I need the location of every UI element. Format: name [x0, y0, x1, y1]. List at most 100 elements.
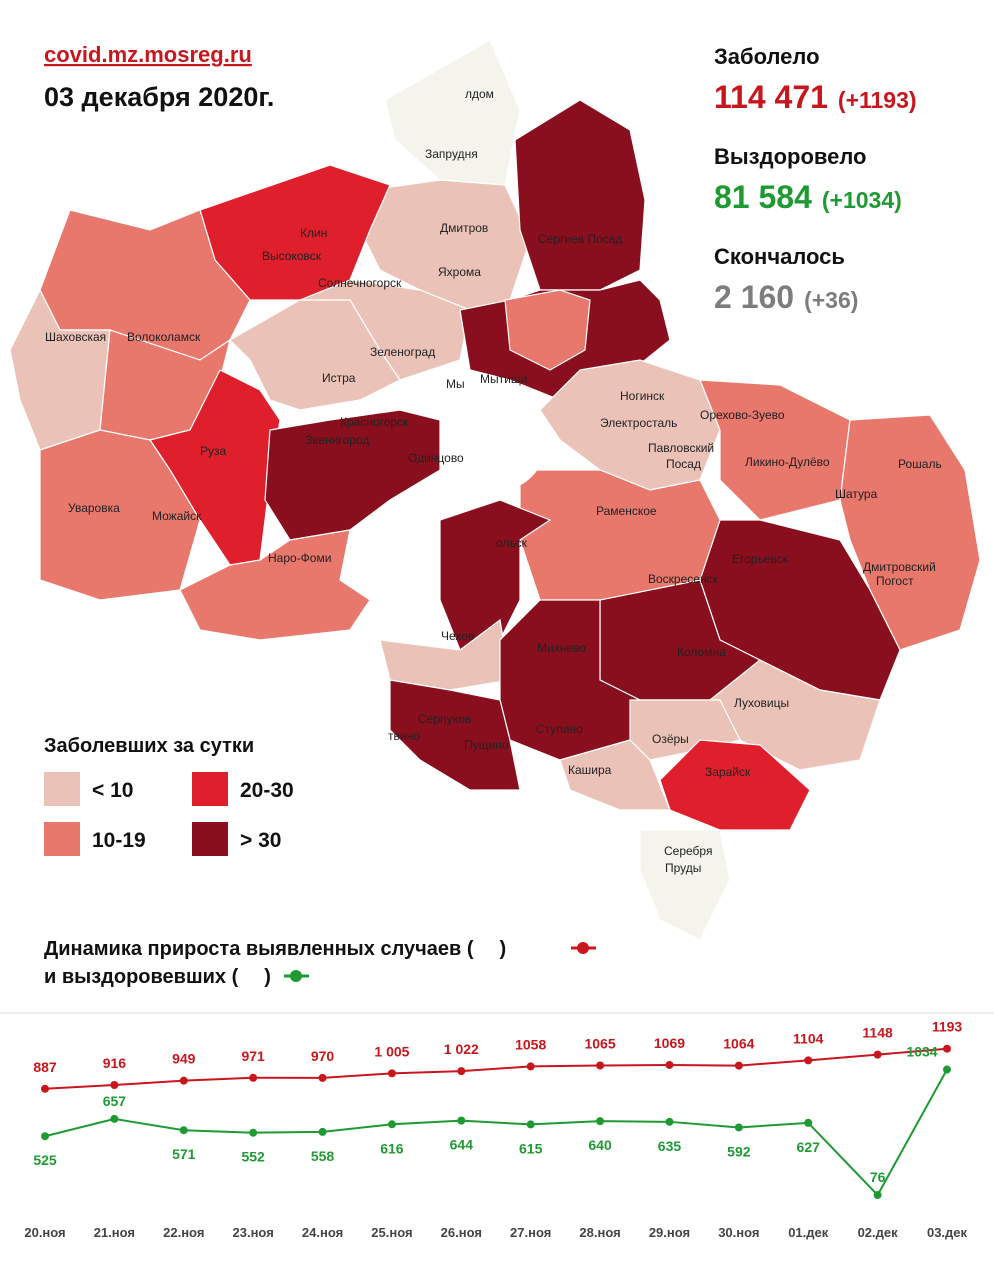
chart-subtitle: и выздоровевших () [44, 966, 271, 988]
point [596, 1061, 605, 1070]
x-tick-label: 03.дек [927, 1225, 968, 1240]
point [804, 1118, 813, 1127]
map-label: Пруды [665, 861, 701, 875]
point [665, 1117, 674, 1126]
data-label: 1 005 [374, 1043, 409, 1059]
stat-number: 81 584 [714, 179, 812, 215]
point [110, 1081, 119, 1090]
point [41, 1084, 49, 1093]
point [734, 1123, 743, 1132]
legend-swatch [192, 772, 228, 806]
point [249, 1128, 258, 1137]
map-label: Наро-Фоми [268, 551, 331, 565]
point [179, 1126, 188, 1135]
data-label: 558 [311, 1148, 335, 1164]
map-label: Коломна [677, 645, 726, 659]
x-tick-label: 21.ноя [94, 1225, 135, 1240]
data-label: 887 [33, 1059, 57, 1075]
map-label: Дмитровский [863, 560, 936, 574]
legend-label: 20-30 [240, 779, 294, 802]
map-label: Яхрома [438, 265, 481, 279]
data-label: 1069 [654, 1035, 685, 1051]
map-label: Красногорск [340, 415, 409, 429]
map-label: Мытищи [480, 372, 527, 386]
series-line [44, 1047, 948, 1090]
data-label: 571 [172, 1146, 196, 1162]
map-label: Рошаль [898, 457, 942, 471]
map-label: Уваровка [68, 501, 120, 515]
stat-delta: (+1034) [822, 187, 902, 213]
point [873, 1191, 882, 1200]
stat-number: 114 471 [714, 79, 828, 115]
map-label: Дмитров [440, 221, 488, 235]
map-label: Звенигород [305, 433, 369, 447]
region [559, 739, 671, 811]
region [299, 279, 471, 381]
point [387, 1120, 396, 1129]
region [439, 499, 552, 651]
map-label: Пущино [464, 738, 509, 752]
region [639, 829, 731, 941]
region [264, 409, 441, 541]
map-label: Ногинск [620, 389, 665, 403]
map-label: Истра [322, 371, 356, 385]
x-tick-label: 20.ноя [24, 1225, 65, 1240]
map-label: Волоколамск [127, 330, 201, 344]
map-label: Мы [446, 377, 465, 391]
point [734, 1061, 743, 1070]
region [179, 529, 371, 641]
point [457, 1116, 466, 1125]
map-label: Кашира [568, 763, 612, 777]
region [699, 379, 851, 521]
point [804, 1056, 813, 1065]
point [457, 1067, 466, 1076]
point [526, 1062, 535, 1071]
data-label: 1104 [793, 1030, 824, 1046]
map-label: Солнечногорск [318, 276, 402, 290]
data-label: 592 [727, 1143, 751, 1159]
data-label: 1148 [862, 1025, 893, 1041]
region [504, 289, 591, 371]
data-label: 635 [658, 1138, 682, 1154]
map-label: ольск [496, 536, 528, 550]
data-label: 1065 [584, 1035, 615, 1051]
region [384, 39, 521, 186]
legend: < 10 10-19 20-30 > 30 [44, 772, 294, 856]
legend-label: 10-19 [92, 829, 146, 852]
region [389, 679, 521, 791]
region [39, 429, 201, 601]
region [514, 99, 646, 291]
map-label: Раменское [596, 504, 657, 518]
map-label: Высоковск [262, 249, 322, 263]
map-label: Можайск [152, 509, 202, 523]
point [873, 1050, 882, 1059]
map-label: Озёры [652, 732, 689, 746]
legend-title: Заболевших за сутки [44, 735, 254, 757]
map-label: Погост [876, 574, 914, 588]
map-label: Чехов [441, 629, 474, 643]
legend-swatch [44, 822, 80, 856]
x-tick-label: 29.ноя [649, 1225, 690, 1240]
point [318, 1073, 327, 1082]
chart-title: Динамика прироста выявленных случаев () [44, 938, 506, 960]
data-label: 971 [241, 1048, 265, 1064]
stat-number: 2 160 [714, 279, 794, 315]
map-label: Посад [666, 457, 701, 471]
map-label: Зарайск [705, 765, 751, 779]
stat-value: 2 160 (+36) [714, 279, 858, 315]
point [249, 1073, 258, 1082]
data-label: 949 [172, 1051, 196, 1067]
data-label: 970 [311, 1048, 335, 1064]
region [659, 739, 811, 831]
map-label: твино [388, 729, 420, 743]
point [943, 1065, 951, 1074]
stat-value: 114 471 (+1193) [714, 79, 917, 115]
data-label: 627 [797, 1139, 821, 1155]
map-label: Павловский [648, 441, 714, 455]
point [179, 1076, 188, 1085]
moscow [443, 388, 547, 492]
data-label: 1034 [906, 1044, 937, 1060]
stat-value: 81 584 (+1034) [714, 179, 902, 215]
point [41, 1132, 49, 1141]
map-label: Шаховская [45, 330, 106, 344]
